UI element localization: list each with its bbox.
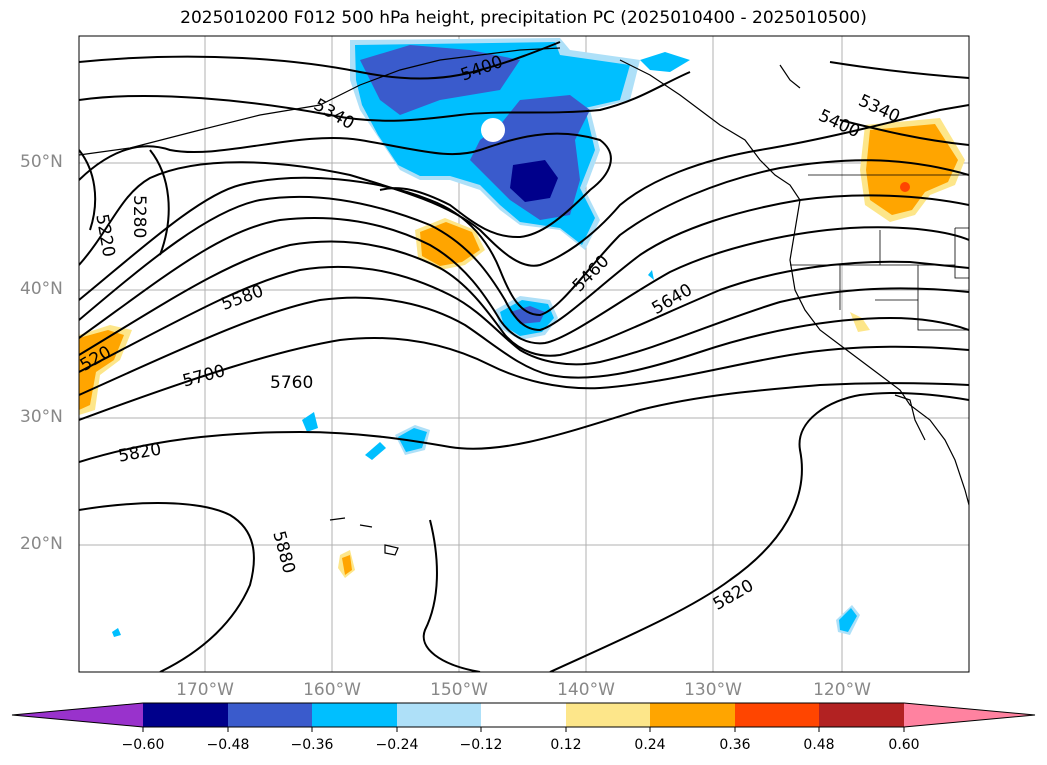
colorbar-tick-label: 0.60 xyxy=(888,737,920,753)
lat-label-20n: 20°N xyxy=(20,534,63,554)
precip-negative-shading xyxy=(112,38,860,637)
colorbar-tick-label: −0.48 xyxy=(206,737,250,753)
lat-label-50n: 50°N xyxy=(20,152,63,172)
lon-label-170w: 170°W xyxy=(176,680,234,700)
colorbar-tick-label: −0.12 xyxy=(459,737,503,753)
contour-label-5700: 5700 xyxy=(180,361,227,392)
colorbar xyxy=(11,702,1036,732)
lon-label-120w: 120°W xyxy=(813,680,871,700)
contour-label-5760: 5760 xyxy=(270,373,313,393)
colorbar-tick-label: −0.60 xyxy=(121,737,165,753)
contour-label-5400-west: 5400 xyxy=(815,106,863,142)
contour-label-5460: 5460 xyxy=(569,251,614,296)
lon-label-160w: 160°W xyxy=(303,680,361,700)
lat-label-40n: 40°N xyxy=(20,279,63,299)
colorbar-extend-high xyxy=(904,703,1035,727)
contour-label-5640: 5640 xyxy=(648,280,695,319)
height-contours xyxy=(79,41,969,672)
contour-label-5220: 5220 xyxy=(91,213,118,259)
colorbar-tick-label: −0.24 xyxy=(375,737,419,753)
lon-label-150w: 150°W xyxy=(430,680,488,700)
lon-label-130w: 130°W xyxy=(684,680,742,700)
political-borders xyxy=(790,174,969,331)
contour-label-5340-east: 5340 xyxy=(855,91,903,127)
map-title: 2025010200 F012 500 hPa height, precipit… xyxy=(180,8,867,28)
coastlines xyxy=(79,47,969,556)
plot-frame xyxy=(78,35,970,673)
colorbar-extend-low xyxy=(12,703,143,727)
contour-label-5340: 5340 xyxy=(310,95,357,134)
colorbar-tick-label: 0.48 xyxy=(803,737,835,753)
colorbar-tick-label: 0.36 xyxy=(719,737,751,753)
contour-label-5820-south: 5820 xyxy=(710,576,757,615)
contour-label-5280: 5280 xyxy=(129,195,149,238)
lon-label-140w: 140°W xyxy=(557,680,615,700)
contour-label-5820-west: 5820 xyxy=(117,439,163,466)
contour-label-5580: 5580 xyxy=(219,281,266,315)
lat-label-30n: 30°N xyxy=(20,407,63,427)
colorbar-tick-label: 0.24 xyxy=(634,737,666,753)
colorbar-tick-label: 0.12 xyxy=(550,737,582,753)
colorbar-tick-label: −0.36 xyxy=(290,737,334,753)
contour-label-5880: 5880 xyxy=(268,529,299,576)
